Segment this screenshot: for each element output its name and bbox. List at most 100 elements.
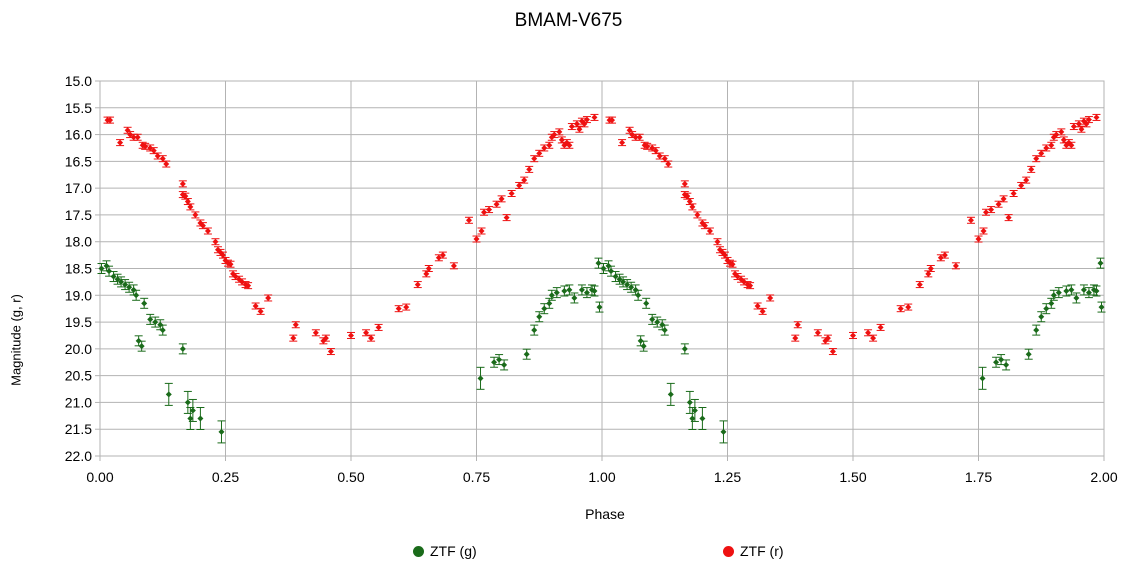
data-point-r [507, 190, 516, 197]
data-point-g [666, 382, 675, 406]
y-axis-title-text: Magnitude (g, r) [8, 294, 24, 386]
data-point-r [525, 165, 534, 173]
data-point-r [904, 303, 913, 311]
data-point-r [178, 180, 187, 188]
data-point-g [577, 284, 586, 296]
data-point-r [477, 227, 486, 235]
data-point-g [132, 289, 141, 301]
data-point-r [1084, 116, 1093, 124]
data-point-r [321, 334, 330, 342]
data-point-g [639, 340, 648, 352]
data-point-r [951, 262, 960, 270]
data-point-g [685, 390, 694, 414]
data-point-g [619, 276, 628, 288]
data-point-r [565, 141, 574, 149]
data-point-g [1072, 292, 1081, 304]
x-tick-label: 2.00 [1090, 469, 1117, 485]
data-point-r [203, 227, 212, 235]
data-point-r [766, 294, 775, 302]
data-point-g [627, 281, 636, 293]
y-tick-label: 19.0 [65, 287, 92, 303]
data-point-r [502, 214, 511, 222]
data-point-r [700, 222, 709, 230]
data-point-g [547, 289, 556, 301]
data-point-g [595, 301, 604, 313]
data-point-r [746, 282, 755, 290]
x-tick-label: 0.25 [212, 469, 239, 485]
data-point-r [256, 307, 265, 315]
data-point-g [1042, 303, 1051, 315]
data-point-r [183, 198, 192, 206]
data-point-r [1042, 144, 1051, 152]
data-point-g [476, 366, 485, 390]
data-point-r [567, 123, 576, 131]
data-point-g [690, 398, 699, 422]
y-tick-label: 18.5 [65, 261, 92, 277]
data-point-r [987, 206, 996, 214]
data-point-g [500, 359, 509, 371]
y-tick-label: 20.0 [65, 341, 92, 357]
data-point-g [611, 271, 620, 283]
legend-label-r: ZTF (r) [740, 543, 784, 559]
data-point-r [116, 139, 125, 147]
data-point-g [125, 281, 134, 293]
data-point-r [979, 227, 988, 235]
data-point-r [688, 203, 697, 211]
data-point-r [651, 147, 660, 155]
data-point-r [540, 144, 549, 152]
data-point-r [1004, 214, 1013, 222]
data-point-r [974, 235, 983, 243]
data-point-r [849, 331, 857, 339]
data-point-r [876, 323, 885, 331]
data-point-r [434, 254, 443, 262]
data-point-g [522, 348, 531, 360]
data-point-r [449, 262, 458, 270]
data-point-g [615, 273, 624, 285]
data-point-r [1067, 141, 1076, 149]
data-point-r [191, 211, 200, 219]
data-point-g [1097, 301, 1106, 313]
data-point-r [828, 348, 837, 356]
data-point-r [326, 348, 335, 356]
data-point-r [472, 235, 481, 243]
legend-item-g: ZTF (g) [413, 543, 477, 559]
data-point-g [1037, 311, 1046, 323]
data-point-g [560, 285, 569, 297]
data-point-r [555, 128, 564, 136]
data-point-g [978, 366, 987, 390]
data-point-r [149, 147, 158, 155]
data-point-r [728, 260, 737, 268]
data-point-g [582, 287, 591, 299]
y-tick-label: 21.5 [65, 421, 92, 437]
data-point-r [162, 160, 171, 168]
data-point-r [492, 200, 501, 208]
y-axis-title: Magnitude (g, r) [6, 294, 26, 386]
data-point-r [133, 133, 142, 141]
data-point-g [1002, 359, 1011, 371]
data-point-g [660, 324, 669, 336]
data-point-g [590, 285, 599, 297]
data-point-r [758, 307, 767, 315]
data-point-g [151, 316, 160, 328]
data-point-r [394, 305, 403, 313]
data-point-r [464, 216, 473, 224]
data-point-r [497, 195, 506, 203]
data-point-g [196, 407, 205, 430]
data-point-r [753, 302, 762, 310]
data-point-r [791, 334, 800, 342]
data-point-g [698, 407, 707, 430]
data-point-g [109, 271, 118, 283]
data-point-r [535, 149, 544, 157]
data-point-g [146, 313, 155, 325]
data-point-g [188, 398, 197, 422]
data-point-r [608, 116, 617, 124]
data-point-r [1032, 155, 1041, 163]
data-point-r [1047, 141, 1056, 149]
data-point-g [1024, 348, 1033, 360]
x-tick-label: 1.50 [839, 469, 866, 485]
legend-marker-r [723, 545, 734, 557]
data-point-r [244, 282, 253, 290]
data-point-r [999, 195, 1008, 203]
data-point-g [140, 297, 149, 309]
data-point-r [1009, 190, 1018, 197]
